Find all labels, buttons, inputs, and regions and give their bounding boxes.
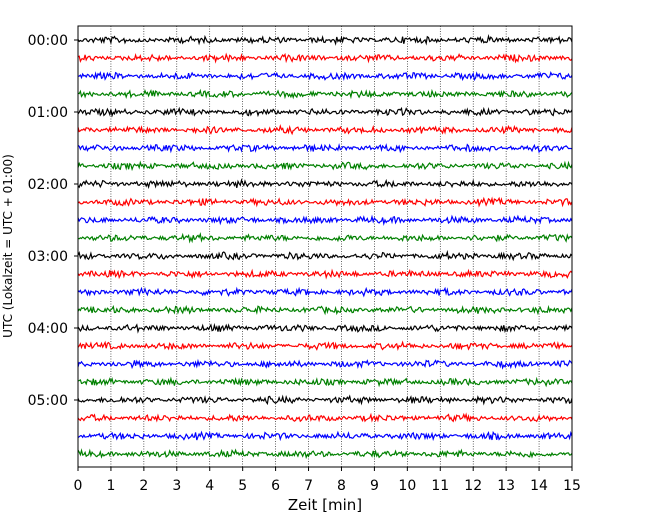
- trace-0145: [77, 160, 573, 172]
- x-axis: 0 1 2 3 4 5 6 7 8 9 10 11 12 13 14 15: [74, 467, 581, 494]
- y-axis: 00:00 01:00 02:00 03:00 04:00 05:00: [28, 33, 78, 409]
- y-tick-label: 00:00: [28, 33, 68, 49]
- trace-0000: [77, 33, 573, 46]
- trace-0530: [77, 430, 573, 442]
- y-tick-label: 01:00: [28, 105, 68, 121]
- trace-0030: [77, 71, 573, 82]
- trace-0045: [77, 88, 573, 100]
- y-axis-label: UTC (Lokalzeit = UTC + 01:00): [1, 154, 15, 338]
- x-tick-label: 12: [464, 478, 482, 494]
- trace-0215: [77, 196, 573, 208]
- trace-0330: [77, 286, 573, 298]
- trace-0130: [77, 142, 573, 154]
- x-tick-label: 2: [139, 478, 148, 494]
- trace-0315: [77, 268, 573, 280]
- y-tick-label: 02:00: [28, 177, 68, 193]
- trace-0115: [77, 124, 573, 136]
- trace-0230: [77, 214, 573, 226]
- trace-0015: [77, 52, 573, 64]
- x-tick-label: 11: [431, 478, 449, 494]
- trace-0545: [77, 448, 573, 460]
- x-tick-label: 8: [337, 478, 346, 494]
- x-tick-label: 9: [370, 478, 379, 494]
- y-tick-label: 05:00: [28, 393, 68, 409]
- trace-0100: [77, 106, 573, 118]
- plot-frame: [77, 25, 573, 468]
- x-tick-label: 0: [74, 478, 83, 494]
- trace-0200: [77, 178, 573, 190]
- y-tick-label: 04:00: [28, 321, 68, 337]
- trace-0445: [77, 376, 573, 388]
- x-tick-label: 10: [398, 478, 416, 494]
- x-tick-label: 13: [497, 478, 515, 494]
- trace-0400: [77, 322, 573, 334]
- x-tick-label: 14: [530, 478, 548, 494]
- x-tick-label: 1: [106, 478, 115, 494]
- x-tick-label: 15: [563, 478, 581, 494]
- grid-layer: [77, 26, 573, 467]
- trace-0245: [77, 231, 573, 244]
- trace-0300: [77, 249, 573, 262]
- trace-0500: [77, 394, 573, 406]
- x-axis-label: Zeit [min]: [288, 496, 362, 514]
- x-tick-label: 5: [238, 478, 247, 494]
- trace-layer: [77, 33, 573, 460]
- trace-0345: [77, 304, 573, 316]
- x-tick-label: 3: [172, 478, 181, 494]
- trace-0430: [77, 358, 573, 370]
- trace-0415: [77, 340, 573, 351]
- x-tick-label: 6: [271, 478, 280, 494]
- x-tick-label: 4: [205, 478, 214, 494]
- y-tick-label: 03:00: [28, 249, 68, 265]
- x-tick-label: 7: [304, 478, 313, 494]
- trace-0515: [77, 412, 573, 423]
